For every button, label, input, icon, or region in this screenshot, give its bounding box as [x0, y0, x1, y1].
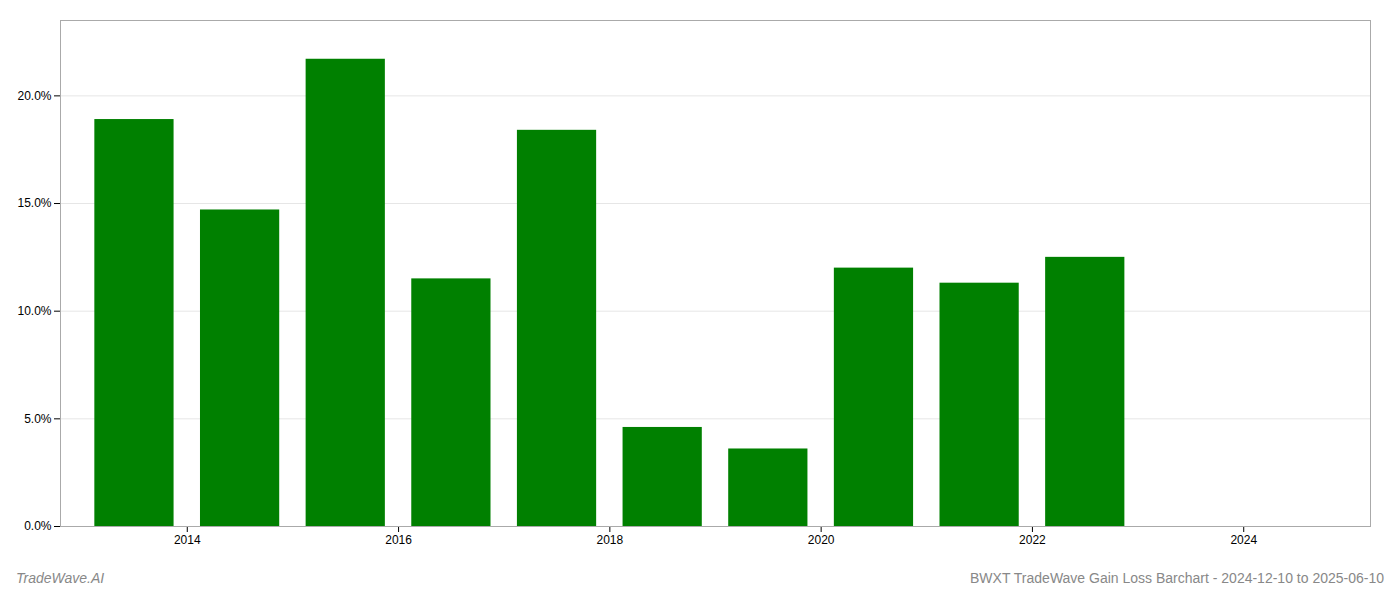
- svg-text:2020: 2020: [808, 533, 835, 547]
- svg-text:2014: 2014: [174, 533, 201, 547]
- svg-text:10.0%: 10.0%: [17, 304, 51, 318]
- svg-text:5.0%: 5.0%: [24, 412, 52, 426]
- html-text:TradeWave.AI: TradeWave.AI: [16, 570, 105, 586]
- svg-text:0.0%: 0.0%: [24, 519, 52, 533]
- svg-text:2018: 2018: [597, 533, 624, 547]
- svg-text:20.0%: 20.0%: [17, 89, 51, 103]
- svg-text:2024: 2024: [1230, 533, 1257, 547]
- html-text:BWXT TradeWave Gain Loss Barch: BWXT TradeWave Gain Loss Barchart - 2024…: [970, 570, 1384, 586]
- svg-text:2016: 2016: [385, 533, 412, 547]
- svg-text:15.0%: 15.0%: [17, 196, 51, 210]
- svg-text:2022: 2022: [1019, 533, 1046, 547]
